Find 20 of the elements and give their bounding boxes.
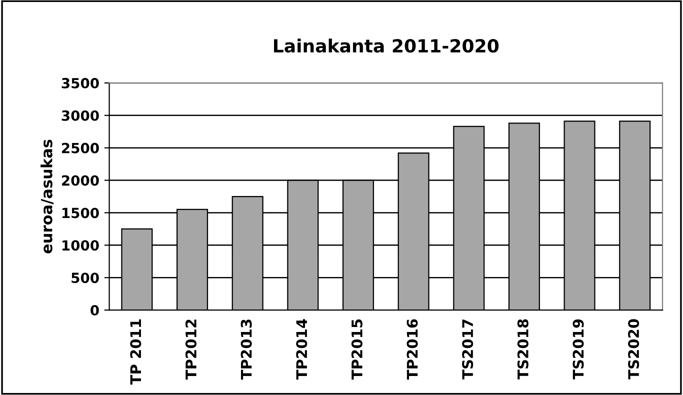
y-tick-label: 1500 <box>62 208 99 218</box>
y-tick-label: 500 <box>72 272 99 284</box>
x-tick-label: TS2019 <box>572 319 584 380</box>
x-tick-label: TS2020 <box>628 319 640 380</box>
y-tick-label: 2000 <box>62 175 99 186</box>
x-tick-label: TP2015 <box>351 319 362 380</box>
x-tick-label: TS2017 <box>462 320 474 380</box>
x-tick-label: TS2018 <box>517 319 528 380</box>
y-tick-label: 0 <box>90 305 99 316</box>
y-tick-label: 2500 <box>62 142 99 154</box>
y-tick-label: 3000 <box>62 110 99 121</box>
y-tick-label: 3500 <box>62 78 99 88</box>
y-tick-label: 1000 <box>62 240 99 251</box>
x-tick-label: TP2012 <box>185 320 196 380</box>
x-tick-label: TP2016 <box>406 319 418 380</box>
x-tick-label: TP2014 <box>296 319 308 380</box>
chart-title: Lainakanta 2011-2020 <box>274 38 499 53</box>
y-axis-title: euroa/asukas <box>40 140 54 254</box>
x-tick-label: TP2013 <box>240 320 252 380</box>
x-tick-label: TP 2011 <box>130 319 142 385</box>
